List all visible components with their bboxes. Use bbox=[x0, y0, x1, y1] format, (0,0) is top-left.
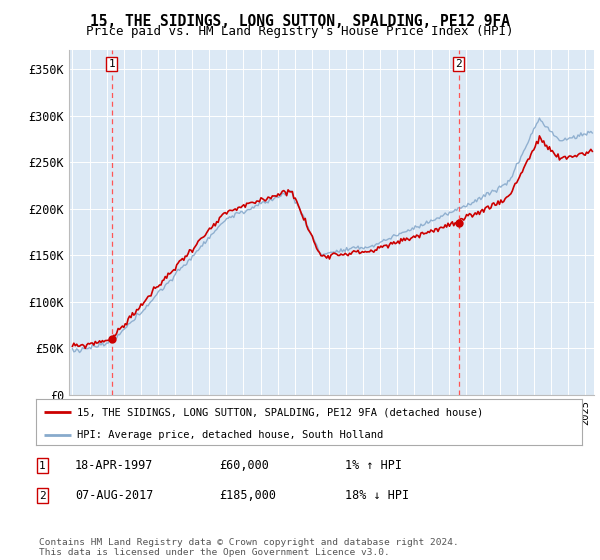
Text: HPI: Average price, detached house, South Holland: HPI: Average price, detached house, Sout… bbox=[77, 430, 383, 440]
Text: 2: 2 bbox=[39, 491, 46, 501]
Text: Price paid vs. HM Land Registry's House Price Index (HPI): Price paid vs. HM Land Registry's House … bbox=[86, 25, 514, 38]
Text: 1: 1 bbox=[108, 59, 115, 69]
Text: 07-AUG-2017: 07-AUG-2017 bbox=[75, 489, 154, 502]
Text: 15, THE SIDINGS, LONG SUTTON, SPALDING, PE12 9FA (detached house): 15, THE SIDINGS, LONG SUTTON, SPALDING, … bbox=[77, 407, 483, 417]
Text: £60,000: £60,000 bbox=[219, 459, 269, 473]
Text: 15, THE SIDINGS, LONG SUTTON, SPALDING, PE12 9FA: 15, THE SIDINGS, LONG SUTTON, SPALDING, … bbox=[90, 14, 510, 29]
Text: £185,000: £185,000 bbox=[219, 489, 276, 502]
Text: 2: 2 bbox=[455, 59, 462, 69]
Text: Contains HM Land Registry data © Crown copyright and database right 2024.
This d: Contains HM Land Registry data © Crown c… bbox=[39, 538, 459, 557]
Text: 18-APR-1997: 18-APR-1997 bbox=[75, 459, 154, 473]
Text: 1% ↑ HPI: 1% ↑ HPI bbox=[345, 459, 402, 473]
Text: 18% ↓ HPI: 18% ↓ HPI bbox=[345, 489, 409, 502]
Text: 1: 1 bbox=[39, 461, 46, 471]
